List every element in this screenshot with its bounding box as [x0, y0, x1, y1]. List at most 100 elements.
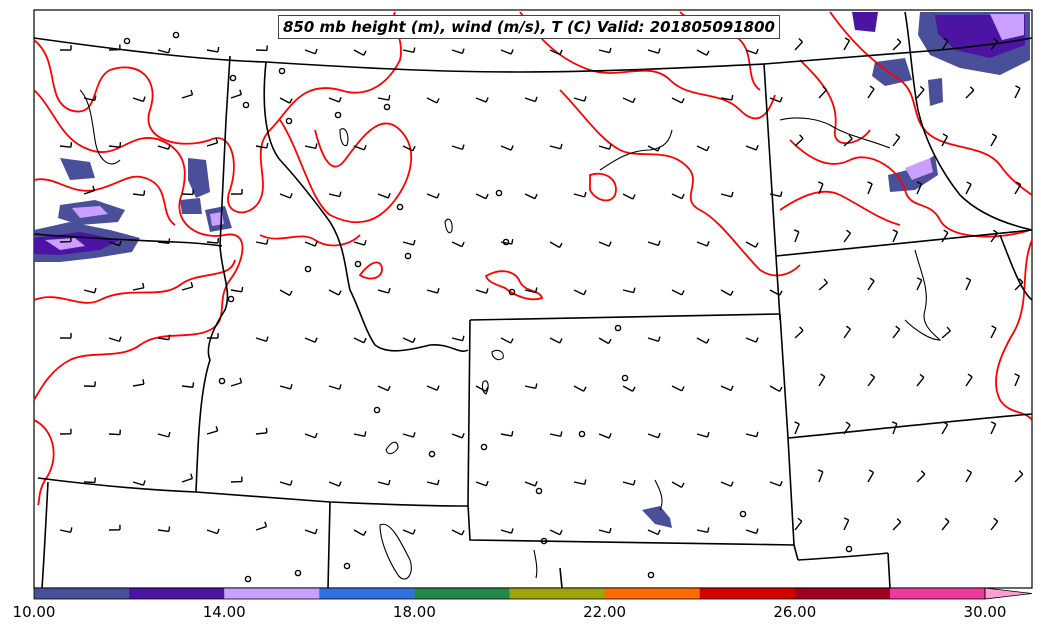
wind-barb-flag [731, 94, 734, 101]
wind-barb-flag [215, 425, 219, 432]
wind-barb-staff [598, 337, 609, 345]
wind-barb-staff [181, 477, 193, 483]
wind-barb-staff [794, 329, 804, 339]
wind-barb-flag [920, 470, 926, 475]
wind-barb-staff [206, 529, 218, 535]
wind-barb-staff [524, 97, 536, 103]
wind-barb-flag [846, 229, 851, 234]
wind-barb-staff [745, 49, 757, 55]
wind-barb-flag [730, 191, 734, 197]
wind-barb-flag [190, 89, 194, 95]
wind-barb-staff [941, 136, 949, 147]
wind-barb-flag [1015, 181, 1021, 186]
wind-barb-staff [353, 337, 365, 344]
wind-barb-flag [118, 240, 122, 246]
wind-barb-flag [1014, 373, 1020, 377]
wind-barb-flag [412, 239, 416, 246]
wind-barb-staff [132, 481, 144, 486]
wind-barb-flag [919, 85, 925, 91]
wind-barb-staff [108, 145, 121, 148]
wind-barb-staff [867, 472, 875, 483]
wind-barb-flag [798, 38, 803, 43]
wind-barb-flag [608, 144, 612, 150]
wind-barb-flag [510, 338, 514, 344]
temperature-contours [33, 11, 1033, 506]
wind-barb-staff [451, 337, 463, 342]
contour-7 [259, 234, 361, 247]
water-features [79, 89, 942, 580]
wind-barb-flag [558, 242, 563, 248]
wind-barb-staff [794, 41, 804, 51]
wind-barb-flag [190, 473, 194, 479]
wind-barb-flag [167, 47, 171, 54]
colorbar-segment [319, 588, 415, 599]
wind-barb-flag [93, 287, 97, 294]
wind-barb-staff [524, 481, 536, 487]
wind-barb-staff [696, 49, 708, 56]
wind-barb-flag [583, 96, 587, 102]
contour-14 [789, 139, 1031, 238]
shade-colorado [642, 506, 672, 528]
wind-barb-flag [779, 290, 783, 296]
wind-barb-flag [167, 431, 171, 438]
wind-barb-staff [132, 287, 144, 291]
wind-barb-staff [769, 385, 780, 393]
wind-barbs [59, 37, 1024, 536]
boundary-mn-nd [904, 11, 1033, 231]
wind-barb-flag [916, 181, 922, 185]
wind-barb-flag [916, 277, 922, 281]
wind-barb-flag [870, 373, 876, 378]
wind-barb-staff [402, 529, 414, 535]
calm-wind-circle [383, 103, 391, 111]
wind-barb-staff [108, 337, 120, 343]
wind-barb-flag [584, 479, 587, 485]
wind-barb-staff [426, 289, 438, 294]
wind-barb-flag [412, 529, 416, 535]
wind-barb-flag [535, 383, 538, 389]
wind-barb-flag [266, 239, 269, 245]
contour-11 [559, 89, 801, 277]
wind-barb-flag [755, 242, 759, 248]
colorbar-outline [33, 587, 986, 600]
wind-barb-flag [338, 384, 342, 390]
wind-barb-flag [608, 433, 612, 439]
calm-wind-circle [123, 37, 131, 45]
wind-barb-flag [363, 50, 367, 56]
shade-idaho-west [188, 158, 210, 198]
wind-barb-staff [867, 88, 875, 99]
wind-barb-flag [289, 480, 293, 486]
wind-barb-staff [181, 94, 193, 99]
wind-barb-flag [190, 281, 194, 288]
wind-barb-flag [168, 526, 171, 532]
wind-barb-staff [475, 97, 487, 103]
wind-barb-flag [559, 529, 563, 536]
wind-barb-staff [965, 183, 972, 195]
wind-barb-staff [83, 189, 95, 195]
colorbar-segment [699, 588, 796, 599]
wind-barb-flag [869, 85, 875, 90]
wind-barb-flag [848, 134, 853, 140]
wind-barb-staff [500, 337, 512, 344]
calm-wind-circle [244, 575, 252, 583]
wind-barb-staff [524, 385, 536, 390]
shade-west-light [45, 238, 85, 250]
wind-barb-staff [255, 241, 267, 245]
wind-barb-staff [671, 193, 683, 200]
wind-barb-flag [729, 290, 734, 296]
colorbar-segment [794, 588, 891, 599]
lake-utah [379, 523, 412, 580]
colorbar-segment [34, 588, 130, 599]
wind-barb-flag [485, 97, 489, 103]
wind-barb-staff [916, 376, 925, 387]
wind-barb-flag [942, 133, 948, 138]
wind-barb-flag [94, 95, 97, 101]
calm-wind-circle [614, 324, 622, 332]
wind-barb-staff [157, 433, 169, 438]
colorbar [33, 587, 1033, 600]
wind-barb-staff [132, 97, 144, 103]
wind-barb-flag [70, 527, 73, 533]
wind-barb-flag [461, 144, 465, 150]
wind-barb-staff [647, 529, 659, 536]
wind-barb-flag [364, 431, 367, 437]
wind-barb-flag [657, 48, 661, 54]
